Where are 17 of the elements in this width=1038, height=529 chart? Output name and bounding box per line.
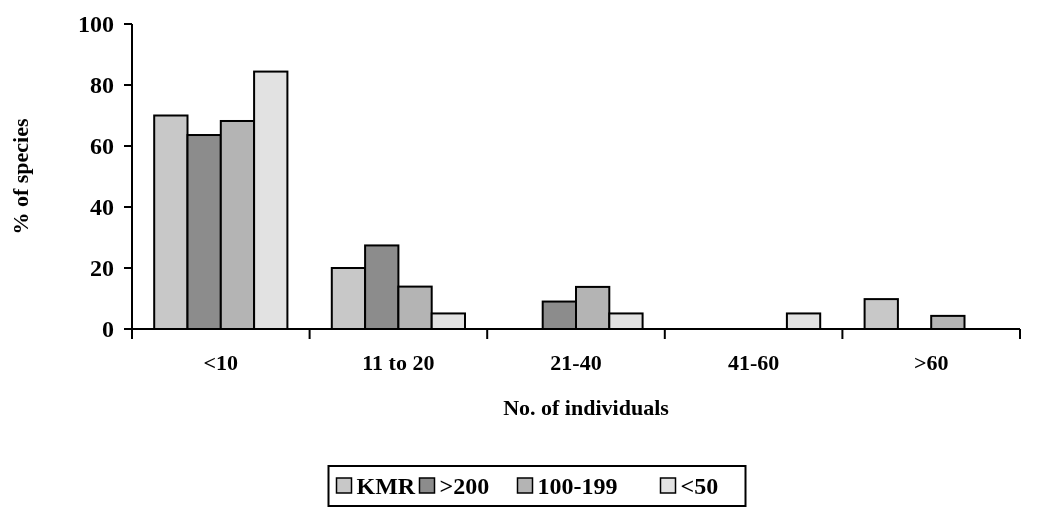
x-axis-title: No. of individuals bbox=[503, 395, 670, 420]
y-tick-label: 40 bbox=[90, 194, 114, 221]
y-axis-title: % of species bbox=[8, 118, 33, 235]
legend-label: >200 bbox=[439, 473, 490, 499]
x-tick-label: >60 bbox=[913, 350, 949, 375]
y-tick-label: 0 bbox=[102, 316, 114, 343]
x-tick-label: <10 bbox=[203, 350, 239, 375]
legend-label: <50 bbox=[680, 473, 719, 499]
y-tick-label: 60 bbox=[90, 133, 114, 160]
y-tick-label: 80 bbox=[90, 72, 114, 99]
x-tick-label: 21-40 bbox=[550, 350, 602, 375]
x-tick-label: 11 to 20 bbox=[362, 350, 435, 375]
y-tick-label: 100 bbox=[78, 11, 114, 38]
legend-label: 100-199 bbox=[537, 473, 618, 499]
y-tick-label: 20 bbox=[90, 255, 114, 282]
legend-label: KMR bbox=[356, 473, 416, 499]
x-tick-label: 41-60 bbox=[727, 350, 780, 375]
